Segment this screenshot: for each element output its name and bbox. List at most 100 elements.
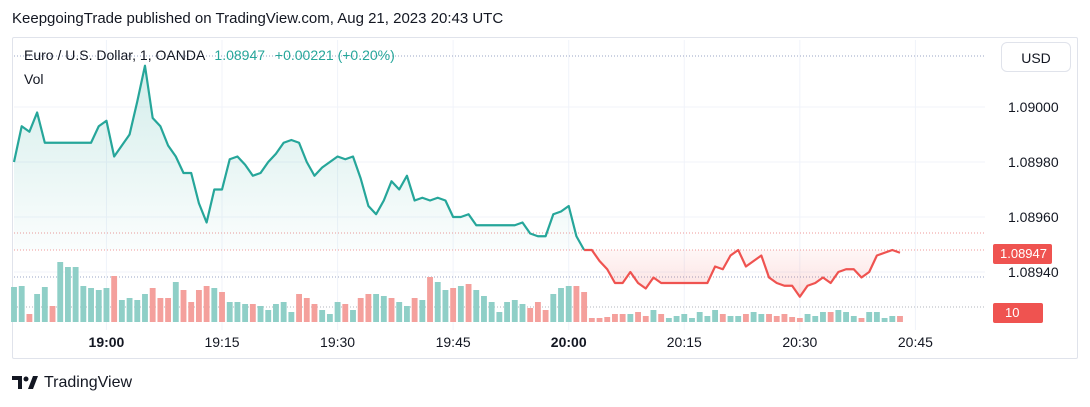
volume-bar bbox=[188, 302, 195, 322]
volume-bar bbox=[88, 288, 94, 322]
volume-bar bbox=[581, 292, 588, 322]
volume-bar bbox=[41, 287, 48, 322]
volume-bar bbox=[34, 294, 41, 322]
tradingview-logo-icon bbox=[12, 376, 38, 389]
volume-bar bbox=[118, 300, 125, 322]
volume-bar bbox=[650, 310, 657, 322]
volume-bar bbox=[280, 302, 287, 322]
volume-bar bbox=[696, 312, 703, 322]
volume-bar bbox=[249, 304, 256, 322]
tradingview-logo[interactable]: TradingView bbox=[12, 374, 132, 392]
volume-bar bbox=[742, 314, 749, 322]
volume-bar bbox=[350, 310, 356, 322]
symbol-name: Euro / U.S. Dollar, 1, OANDA bbox=[24, 47, 205, 63]
volume-bar bbox=[18, 286, 25, 322]
volume-badge: 10 bbox=[993, 303, 1043, 323]
volume-bar bbox=[211, 288, 218, 322]
volume-bar bbox=[427, 277, 433, 322]
volume-bar bbox=[257, 306, 264, 322]
volume-bar bbox=[604, 317, 611, 322]
volume-bar bbox=[804, 314, 811, 322]
volume-bar bbox=[534, 302, 541, 322]
volume-bar bbox=[873, 312, 880, 322]
volume-bar bbox=[681, 314, 688, 322]
volume-bar bbox=[511, 300, 518, 322]
up-area-fill bbox=[14, 65, 585, 250]
volume-bar bbox=[866, 312, 873, 322]
price-line-down bbox=[584, 248, 901, 298]
volume-bar bbox=[226, 302, 233, 322]
volume-bar bbox=[889, 316, 896, 322]
volume-bar bbox=[434, 282, 441, 322]
currency-button[interactable]: USD bbox=[1001, 42, 1071, 72]
y-tick-label: 1.08940 bbox=[1008, 264, 1059, 280]
y-tick-label: 1.08960 bbox=[1008, 209, 1059, 225]
volume-bar bbox=[573, 286, 580, 322]
volume-bar bbox=[588, 318, 595, 322]
volume-bar bbox=[334, 302, 341, 322]
volume-bar bbox=[465, 284, 472, 322]
x-tick-label: 20:15 bbox=[667, 334, 702, 350]
volume-bar bbox=[673, 316, 680, 322]
volume-bar bbox=[365, 294, 372, 322]
volume-bar bbox=[126, 298, 133, 322]
volume-bar bbox=[773, 316, 780, 322]
volume-bar bbox=[26, 314, 33, 322]
volume-bar bbox=[504, 302, 511, 322]
volume-bar bbox=[380, 296, 387, 322]
volume-bar bbox=[72, 267, 79, 322]
volume-bar bbox=[203, 286, 210, 322]
volume-bar bbox=[242, 304, 249, 322]
volume-bar bbox=[719, 314, 726, 322]
volume-bar bbox=[149, 288, 156, 322]
volume-bar bbox=[311, 304, 318, 322]
volume-bar bbox=[658, 314, 665, 322]
volume-bar bbox=[103, 288, 110, 322]
volume-bar bbox=[850, 316, 857, 322]
volume-bar bbox=[612, 314, 618, 322]
volume-bar bbox=[265, 310, 272, 322]
x-tick-label: 19:30 bbox=[320, 334, 355, 350]
volume-bar bbox=[727, 316, 734, 322]
volume-bar bbox=[403, 306, 410, 322]
volume-bar bbox=[766, 314, 772, 322]
volume-bar bbox=[558, 288, 564, 322]
chart-frame[interactable] bbox=[12, 37, 1078, 359]
volume-bar bbox=[288, 312, 295, 322]
price-line-up bbox=[12, 64, 586, 251]
volume-bar bbox=[219, 292, 225, 322]
volume-bar bbox=[111, 276, 118, 322]
volume-bar bbox=[165, 298, 172, 322]
volume-bar bbox=[619, 314, 626, 322]
volume-bar bbox=[812, 316, 819, 322]
volume-bar bbox=[712, 310, 719, 322]
volume-bar bbox=[789, 317, 796, 322]
x-tick-label: 20:45 bbox=[898, 334, 933, 350]
volume-bar bbox=[627, 314, 634, 322]
publisher-line: KeepgoingTrade published on TradingView.… bbox=[12, 10, 504, 27]
volume-bar bbox=[195, 290, 202, 322]
x-tick-label: 19:15 bbox=[204, 334, 239, 350]
volume-bar bbox=[11, 287, 17, 322]
volume-bar bbox=[180, 290, 187, 322]
volume-bar bbox=[342, 304, 349, 322]
volume-bar bbox=[319, 310, 326, 322]
volume-bar bbox=[827, 312, 834, 322]
x-tick-label: 20:00 bbox=[551, 334, 587, 350]
volume-bar bbox=[450, 288, 457, 322]
symbol-legend[interactable]: Euro / U.S. Dollar, 1, OANDA 1.08947 +0.… bbox=[24, 47, 395, 63]
volume-bar bbox=[635, 312, 641, 322]
volume-bar bbox=[388, 298, 395, 322]
volume-bar bbox=[326, 314, 333, 322]
volume-bar bbox=[881, 318, 888, 322]
volume-bar bbox=[665, 318, 672, 322]
volume-bar bbox=[843, 312, 849, 322]
volume-bar bbox=[550, 294, 557, 322]
volume-bar bbox=[134, 300, 141, 322]
volume-bar bbox=[897, 316, 903, 322]
volume-bar bbox=[565, 286, 572, 322]
volume-bar bbox=[750, 312, 757, 322]
volume-bar bbox=[758, 314, 765, 322]
volume-bar bbox=[488, 302, 495, 322]
